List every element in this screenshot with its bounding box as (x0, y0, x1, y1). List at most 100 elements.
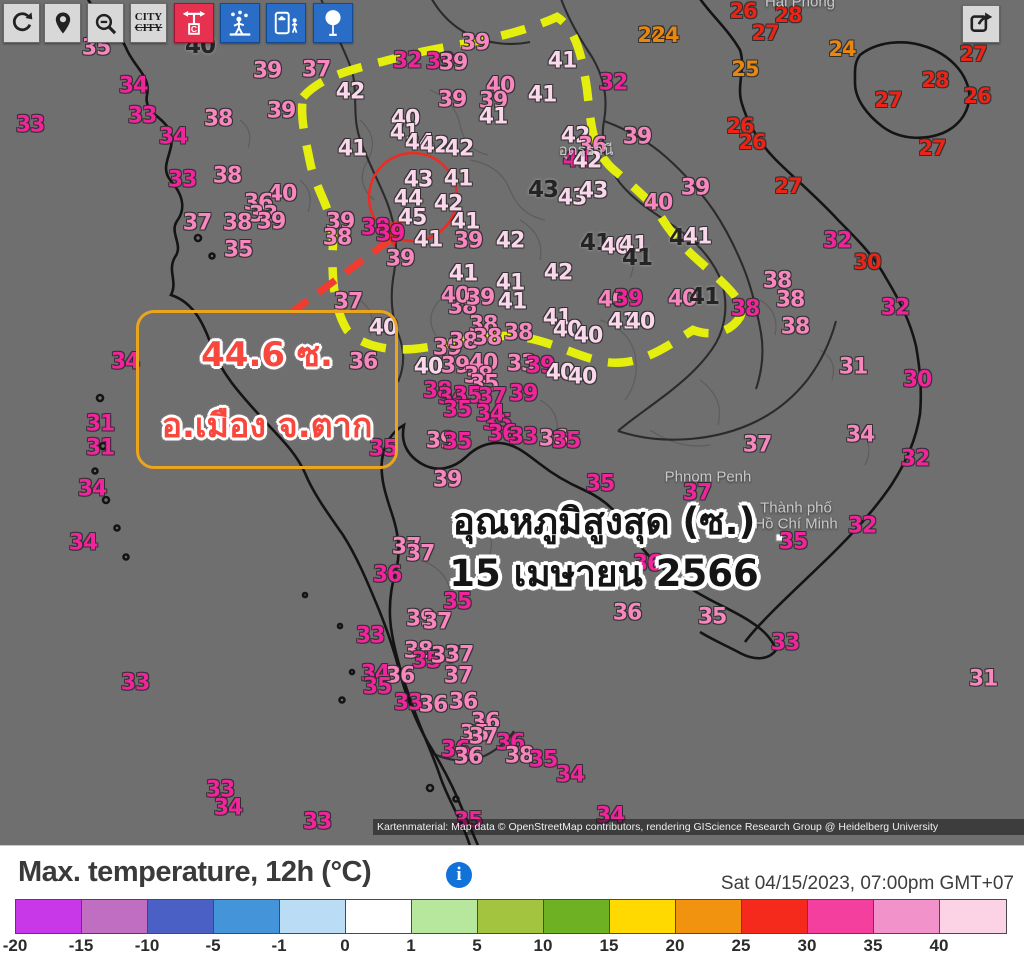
colorbar-tick: 25 (731, 936, 751, 955)
colorbar-tick: 10 (533, 936, 553, 955)
station-temp: 38 (775, 287, 806, 313)
station-temp: 34 (68, 530, 99, 556)
station-temp: 40 (600, 234, 631, 260)
weather-balloon-button[interactable] (313, 3, 353, 43)
station-temp: 35 (697, 604, 728, 630)
station-temp: 41 (448, 261, 479, 287)
colorbar-tick: -1 (271, 936, 287, 955)
station-temp: 36 (372, 562, 403, 588)
refresh-icon (9, 10, 35, 36)
colorbar-tick: -20 (2, 936, 28, 955)
province-borders (239, 89, 870, 591)
station-temp: 39 (385, 246, 416, 272)
station-temp: 33 (355, 623, 386, 649)
station-temp: 39 (266, 98, 297, 124)
station-temp: 35 (459, 721, 490, 747)
station-temp: 38 (403, 638, 434, 664)
station-temp: 40 (643, 190, 674, 216)
station-temp: 39 (438, 50, 469, 76)
station-temp: 38 (203, 106, 234, 132)
station-temp: 35 (452, 383, 483, 409)
station-temp: 33 (15, 112, 46, 138)
colorbar-segment (544, 900, 610, 933)
station-temp: 30 (902, 367, 933, 393)
colorbar-segment (940, 900, 1006, 933)
station-temp: 36 (538, 426, 569, 452)
station-temp: 36 (243, 190, 274, 216)
weather-balloon-icon (320, 9, 346, 37)
station-temp: 41 (607, 309, 638, 335)
station-temp: 37 (430, 643, 461, 669)
annotation-red-circle (367, 151, 459, 243)
station-temp: 41 (621, 245, 653, 271)
station-temp: 35 (528, 747, 559, 773)
station-temp: 34 (158, 124, 189, 150)
legend-timestamp: Sat 04/15/2023, 07:00pm GMT+07 (720, 873, 1014, 894)
wind-vane-celsius-icon: C (181, 9, 207, 37)
station-temp: 39 (680, 175, 711, 201)
station-temp: 35 (778, 529, 809, 555)
locate-button[interactable] (44, 3, 81, 43)
station-temp: 41 (562, 147, 593, 173)
station-temp: 39 (622, 124, 653, 150)
station-temp: 36 (612, 600, 643, 626)
station-temp: 36 (470, 709, 501, 735)
station-temp: 36 (495, 730, 526, 756)
station-temp: 37 (443, 663, 474, 689)
temperature-colorbar (15, 899, 1007, 934)
zoom-out-button[interactable] (87, 3, 124, 43)
station-temp: 33 (205, 777, 236, 803)
station-temp: 33 (120, 670, 151, 696)
station-temp: 42 (543, 260, 574, 286)
station-temp: 24 (828, 37, 856, 61)
station-temp: 38 (780, 314, 811, 340)
station-temp: 37 (405, 541, 436, 567)
city-labels-button[interactable]: CITY CITY (130, 3, 167, 43)
station-temp: 40 (597, 287, 628, 313)
station-temp: 35 (442, 429, 473, 455)
station-temp: 39 (425, 428, 456, 454)
city-marker-hcmc (775, 533, 784, 542)
refresh-button[interactable] (3, 3, 40, 43)
annotation-red-marker (379, 221, 404, 247)
colorbar-segment (148, 900, 214, 933)
station-temp: 38 (468, 312, 499, 338)
station-temp: 35 (482, 410, 513, 436)
record-temp-location: อ.เมือง จ.ตาก (161, 405, 373, 446)
station-temp: 33 (393, 690, 424, 716)
share-icon (968, 9, 994, 40)
station-temp: 36 (440, 737, 471, 763)
station-temp: 38 (504, 743, 535, 769)
station-temp: 40 (573, 323, 604, 349)
station-temp: 40 (468, 350, 499, 376)
station-temp: 41 (547, 48, 578, 74)
activities-button[interactable] (220, 3, 260, 43)
station-temp: 38 (422, 378, 453, 404)
colorbar-segment (808, 900, 874, 933)
station-temp: 37 (477, 384, 508, 410)
colorbar-segment (610, 900, 676, 933)
station-temp: 28 (774, 3, 802, 27)
station-temp: 39 (437, 87, 468, 113)
share-button[interactable] (962, 5, 1000, 43)
map-canvas[interactable]: 35 40 34 33 33 34 38 39 39 37 42 41 33 38 40 36 33 39 37 38… (0, 0, 1024, 845)
station-temp: 37 (742, 432, 773, 458)
colorbar-segment (16, 900, 82, 933)
station-temp: 35 (551, 428, 582, 454)
station-temp: 39 (465, 285, 496, 311)
mobile-app-button[interactable] (266, 3, 306, 43)
station-temp: 28 (921, 68, 949, 92)
info-icon[interactable]: i (446, 862, 472, 888)
station-temp: 39 (613, 286, 644, 312)
wind-temperature-button[interactable]: C (174, 3, 214, 43)
station-temp: 35 (442, 589, 473, 615)
station-temp: 38 (503, 320, 534, 346)
map-overlay-title: อุณหภูมิสูงสุด (ซ.) 15 เมษายน 2566 (449, 496, 758, 600)
station-temp: 40 (667, 286, 698, 312)
station-temp: 27 (774, 174, 802, 198)
station-temp: 41 (413, 227, 444, 253)
station-temp: 42 (572, 148, 603, 174)
station-temp: 27 (751, 21, 779, 45)
station-temp: 41 (497, 289, 528, 315)
